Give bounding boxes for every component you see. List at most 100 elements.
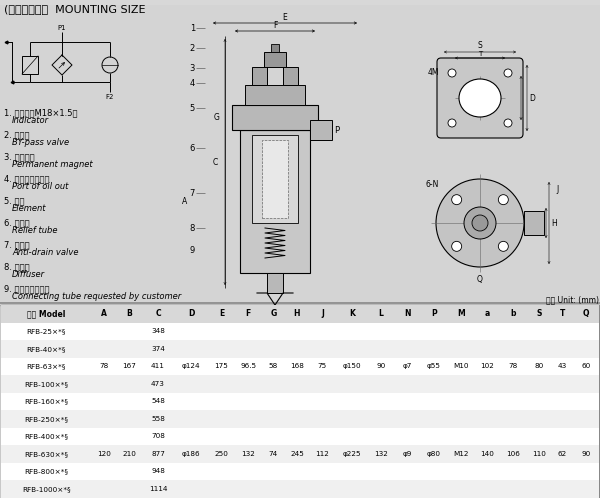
Text: H: H xyxy=(294,309,300,318)
Text: b: b xyxy=(511,309,516,318)
Text: RFB-800×*§: RFB-800×*§ xyxy=(24,468,68,474)
Text: 型号 Model: 型号 Model xyxy=(27,309,65,318)
Text: P: P xyxy=(334,125,339,134)
Text: A: A xyxy=(182,197,187,206)
Text: Diffuser: Diffuser xyxy=(12,270,45,279)
Text: φ80: φ80 xyxy=(427,451,441,457)
Text: 90: 90 xyxy=(377,363,386,369)
Text: Relief tube: Relief tube xyxy=(12,226,58,235)
Text: 708: 708 xyxy=(151,433,165,439)
Circle shape xyxy=(452,195,461,205)
Text: C: C xyxy=(155,309,161,318)
Text: RFB-1000×*§: RFB-1000×*§ xyxy=(22,486,70,492)
Text: 245: 245 xyxy=(290,451,304,457)
Text: 5. 滤芯: 5. 滤芯 xyxy=(4,196,25,205)
Text: P: P xyxy=(431,309,437,318)
Text: RFB-400×*§: RFB-400×*§ xyxy=(24,433,68,439)
Text: S: S xyxy=(536,309,542,318)
Text: 210: 210 xyxy=(122,451,136,457)
Circle shape xyxy=(504,69,512,77)
Bar xyxy=(1,410,599,427)
Text: D: D xyxy=(272,197,278,206)
Text: φ186: φ186 xyxy=(182,451,201,457)
Text: Permanent magnet: Permanent magnet xyxy=(12,160,92,169)
Text: C: C xyxy=(213,157,218,166)
Text: BY-pass valve: BY-pass valve xyxy=(12,138,69,147)
Text: φ55: φ55 xyxy=(427,363,441,369)
Text: Port of oil out: Port of oil out xyxy=(12,182,68,191)
Text: 473: 473 xyxy=(151,381,165,387)
Text: 411: 411 xyxy=(151,363,165,369)
Text: Connecting tube requested by customer: Connecting tube requested by customer xyxy=(12,292,181,301)
Text: D: D xyxy=(188,309,194,318)
Bar xyxy=(240,130,310,273)
Bar xyxy=(271,44,279,52)
Bar xyxy=(283,67,298,85)
Text: 62: 62 xyxy=(558,451,567,457)
Text: 8. 扩散器: 8. 扩散器 xyxy=(4,262,29,271)
Text: G: G xyxy=(214,113,220,122)
Text: S: S xyxy=(478,41,482,50)
Bar xyxy=(1,392,599,410)
Text: Q: Q xyxy=(583,309,590,318)
Bar xyxy=(1,375,599,392)
Circle shape xyxy=(472,215,488,231)
Bar xyxy=(1,358,599,375)
Bar xyxy=(1,340,599,358)
Text: 96.5: 96.5 xyxy=(240,363,256,369)
Text: H: H xyxy=(551,219,557,228)
Text: 167: 167 xyxy=(122,363,136,369)
Bar xyxy=(310,120,332,140)
Text: D: D xyxy=(529,94,535,103)
Text: K: K xyxy=(349,309,355,318)
Text: 348: 348 xyxy=(151,328,165,334)
Text: 548: 548 xyxy=(151,398,165,404)
Text: L: L xyxy=(379,309,383,318)
Text: 5: 5 xyxy=(190,104,195,113)
Text: 120: 120 xyxy=(97,451,111,457)
Text: φ7: φ7 xyxy=(403,363,412,369)
Text: RFB-100×*§: RFB-100×*§ xyxy=(24,381,68,387)
Text: 3: 3 xyxy=(190,64,195,73)
Text: 132: 132 xyxy=(241,451,255,457)
Bar xyxy=(264,52,286,67)
Bar xyxy=(0,5,600,303)
Text: RFB-40×*§: RFB-40×*§ xyxy=(26,346,66,352)
Text: 75: 75 xyxy=(318,363,327,369)
Circle shape xyxy=(452,242,461,251)
Text: M10: M10 xyxy=(453,363,469,369)
Text: A: A xyxy=(101,309,107,318)
Text: 374: 374 xyxy=(151,346,165,352)
Circle shape xyxy=(499,242,508,251)
Text: 8: 8 xyxy=(190,224,195,233)
Circle shape xyxy=(436,179,524,267)
Text: F: F xyxy=(273,21,277,30)
Text: E: E xyxy=(283,13,287,22)
Bar xyxy=(267,273,283,293)
FancyBboxPatch shape xyxy=(437,58,523,138)
Text: 1114: 1114 xyxy=(149,486,167,492)
Text: T: T xyxy=(478,51,482,57)
Ellipse shape xyxy=(459,79,501,117)
Bar xyxy=(262,140,288,218)
Text: RFB-63×*§: RFB-63×*§ xyxy=(26,363,66,369)
Text: 58: 58 xyxy=(269,363,278,369)
Text: 106: 106 xyxy=(506,451,520,457)
Text: 132: 132 xyxy=(374,451,388,457)
Text: F: F xyxy=(245,309,251,318)
Text: 90: 90 xyxy=(581,451,591,457)
Text: a: a xyxy=(485,309,490,318)
Text: φ124: φ124 xyxy=(182,363,201,369)
Bar xyxy=(1,305,599,323)
Text: 4. 回油孔及放油孔: 4. 回油孔及放油孔 xyxy=(4,174,49,183)
Text: 6-N: 6-N xyxy=(425,179,439,189)
Text: 1: 1 xyxy=(190,23,195,32)
Text: E: E xyxy=(219,309,224,318)
Bar xyxy=(1,480,599,498)
Bar xyxy=(22,56,38,74)
Text: 2. 旁通阀: 2. 旁通阀 xyxy=(4,130,29,139)
Text: 948: 948 xyxy=(151,468,165,474)
Text: 168: 168 xyxy=(290,363,304,369)
Text: Element: Element xyxy=(12,204,47,213)
Text: 877: 877 xyxy=(151,451,165,457)
